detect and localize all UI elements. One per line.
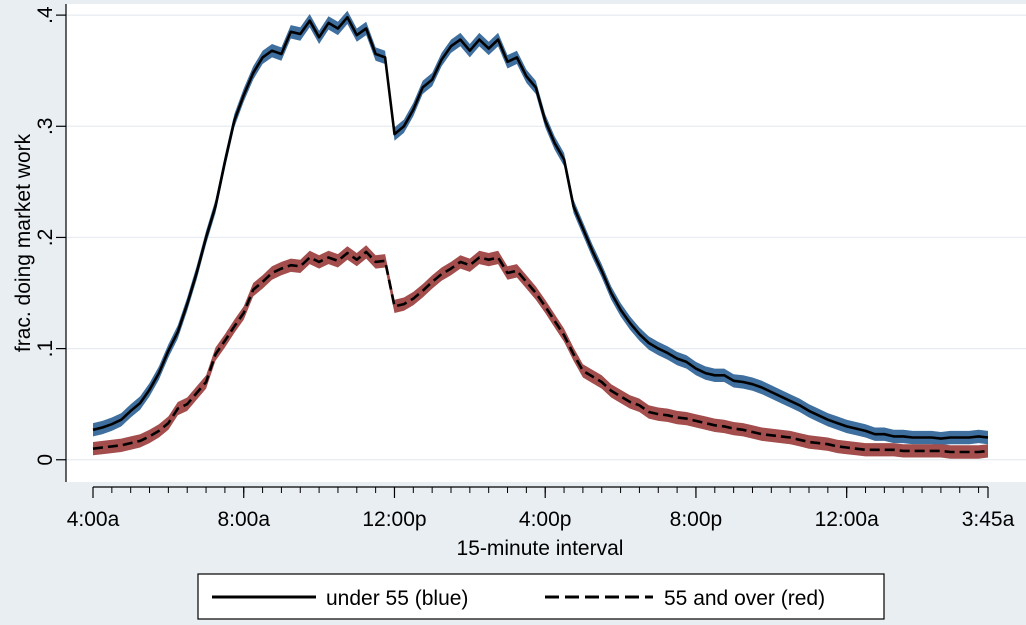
line-series-1 — [92, 250, 989, 454]
y-tick-label: .3 — [34, 118, 57, 136]
line-series-0 — [92, 15, 989, 440]
y-tick-label: .1 — [34, 340, 57, 358]
y-tick-label: 0 — [34, 454, 57, 466]
x-tick-label: 12:00p — [362, 508, 426, 531]
plot-area — [66, 4, 1026, 482]
legend: under 55 (blue) 55 and over (red) — [197, 573, 885, 620]
y-axis: 0 .1 .2 .3 .4 — [34, 4, 67, 482]
series-lines — [92, 15, 989, 454]
x-tick-label: 8:00a — [217, 508, 270, 531]
y-axis-title: frac. doing market work — [12, 133, 35, 352]
x-tick-label: 3:45a — [962, 508, 1015, 531]
confidence-bands — [93, 10, 988, 459]
legend-label-under-55: under 55 (blue) — [326, 587, 468, 610]
ci-band-series-0 — [93, 10, 988, 446]
x-tick-label: 4:00p — [519, 508, 572, 531]
x-tick-label: 8:00p — [670, 508, 723, 531]
x-tick-label: 12:00a — [815, 508, 880, 531]
x-axis-title: 15-minute interval — [457, 537, 624, 560]
y-tick-label: .2 — [34, 229, 57, 247]
legend-label-55-and-over: 55 and over (red) — [664, 587, 825, 610]
gridlines — [66, 14, 1026, 461]
x-tick-label: 4:00a — [67, 508, 120, 531]
y-tick-label: .4 — [34, 6, 57, 24]
x-axis: 4:00a 8:00a 12:00p 4:00p 8:00p 12:00a 3:45a — [67, 486, 1015, 531]
